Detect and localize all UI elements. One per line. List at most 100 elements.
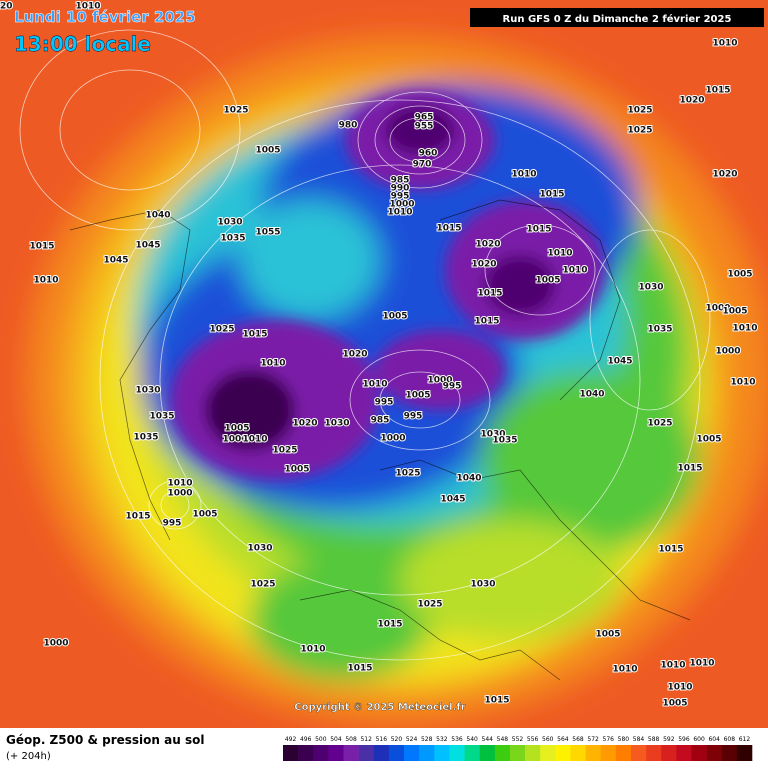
pressure-label: 1025 <box>272 446 297 456</box>
pressure-label: 1015 <box>484 696 509 706</box>
pressure-label: 955 <box>415 122 434 132</box>
scale-swatch <box>464 745 480 761</box>
scale-swatch <box>540 745 556 761</box>
forecast-lead: (+ 204h) <box>6 751 51 762</box>
pressure-label: 1005 <box>255 146 280 156</box>
scale-label: 552 <box>512 736 524 743</box>
pressure-label: 1010 <box>667 683 692 693</box>
pressure-label: 1015 <box>705 86 730 96</box>
pressure-label: 1025 <box>627 106 652 116</box>
pressure-label: 1005 <box>722 307 747 317</box>
scale-label: 596 <box>678 736 690 743</box>
pressure-label: 1015 <box>539 190 564 200</box>
pressure-label: 1025 <box>627 126 652 136</box>
scale-swatch <box>600 745 617 761</box>
pressure-label: 995 <box>163 519 182 529</box>
scale-label: 524 <box>406 736 418 743</box>
copyright: Copyright © 2025 Meteociel.fr <box>294 702 465 713</box>
pressure-label: 1030 <box>324 419 349 429</box>
scale-swatch <box>585 745 602 761</box>
pressure-label: 1020 <box>342 350 367 360</box>
pressure-label: 1005 <box>535 276 560 286</box>
pressure-label: 1030 <box>470 580 495 590</box>
pressure-label: 1040 <box>579 390 604 400</box>
color-scale: 492 496 500 504 508 512 516 520 524 528 532 536 540 5… <box>283 736 753 761</box>
pressure-label: 1010 <box>562 266 587 276</box>
scale-swatch <box>555 745 571 761</box>
scale-swatch <box>479 745 496 761</box>
scale-label: 556 <box>527 736 539 743</box>
scale-label: 500 <box>315 736 327 743</box>
valid-date: Lundi 10 février 2025 <box>14 8 196 26</box>
scale-swatch <box>525 745 541 761</box>
scale-label: 604 <box>708 736 720 743</box>
pressure-label: 1005 <box>662 699 687 709</box>
scale-label: 608 <box>724 736 736 743</box>
pressure-label: 980 <box>339 121 358 131</box>
pressure-labels: 1010102510059809659559609709859909951000… <box>0 1 759 710</box>
pressure-label: 1005 <box>284 465 309 475</box>
pressure-label: 1000 <box>380 434 405 444</box>
pressure-label: 960 <box>419 149 438 159</box>
pressure-label: 1045 <box>135 241 160 251</box>
pressure-label: 995 <box>375 398 394 408</box>
scale-label: 544 <box>482 736 494 743</box>
map-field <box>0 0 768 728</box>
scale-label: 584 <box>633 736 645 743</box>
pressure-label: 990 <box>391 184 410 194</box>
pressure-label: 1025 <box>250 580 275 590</box>
scale-label: 560 <box>542 736 554 743</box>
scale-swatch <box>646 745 662 761</box>
scale-swatch <box>373 745 390 761</box>
scale-swatch <box>676 745 692 761</box>
pressure-label: 1010 <box>712 39 737 49</box>
scale-label: 548 <box>497 736 509 743</box>
scale-swatch <box>358 745 375 761</box>
pressure-label: 1005 <box>696 435 721 445</box>
pressure-label: 1035 <box>647 325 672 335</box>
scale-swatch <box>630 745 647 761</box>
scale-swatch <box>313 745 329 761</box>
scale-swatch <box>283 745 299 761</box>
pressure-label: 1025 <box>209 325 234 335</box>
pressure-label: 970 <box>413 160 432 170</box>
pressure-label: 1030 <box>638 283 663 293</box>
pressure-label: 1020 <box>475 240 500 250</box>
pressure-label: 1045 <box>103 256 128 266</box>
scale-label: 508 <box>345 736 357 743</box>
scale-label: 532 <box>436 736 448 743</box>
pressure-label: 1030 <box>135 386 160 396</box>
scale-label: 504 <box>330 736 342 743</box>
pressure-label: 1000 <box>427 376 452 386</box>
scale-swatch <box>388 745 405 761</box>
pressure-label: 1020 <box>471 260 496 270</box>
pressure-label: 1005 <box>192 510 217 520</box>
scale-swatch <box>328 745 344 761</box>
scale-swatch <box>343 745 359 761</box>
scale-label: 564 <box>557 736 569 743</box>
pressure-label: 1025 <box>417 600 442 610</box>
pressure-label: 1010 <box>167 479 192 489</box>
pressure-label: 1015 <box>242 330 267 340</box>
pressure-label: 1000 <box>43 639 68 649</box>
pressure-label: 965 <box>415 113 434 123</box>
pressure-label: 1015 <box>377 620 402 630</box>
pressure-label: 1055 <box>255 228 280 238</box>
scale-label: 588 <box>648 736 660 743</box>
scale-swatch <box>404 745 420 761</box>
pressure-label: 1010 <box>362 380 387 390</box>
pressure-label: 1015 <box>477 289 502 299</box>
pressure-label: 1010 <box>732 324 757 334</box>
scale-label: 580 <box>618 736 630 743</box>
scale-swatch <box>736 745 753 761</box>
pressure-label: 995 <box>391 192 410 202</box>
pressure-label: 1035 <box>220 234 245 244</box>
scale-swatch <box>706 745 723 761</box>
pressure-label: 1015 <box>474 317 499 327</box>
pressure-label: 1010 <box>660 661 685 671</box>
pressure-label: 1025 <box>395 469 420 479</box>
product-title: Géop. Z500 & pression au sol <box>6 733 204 747</box>
pressure-label: 995 <box>443 382 462 392</box>
